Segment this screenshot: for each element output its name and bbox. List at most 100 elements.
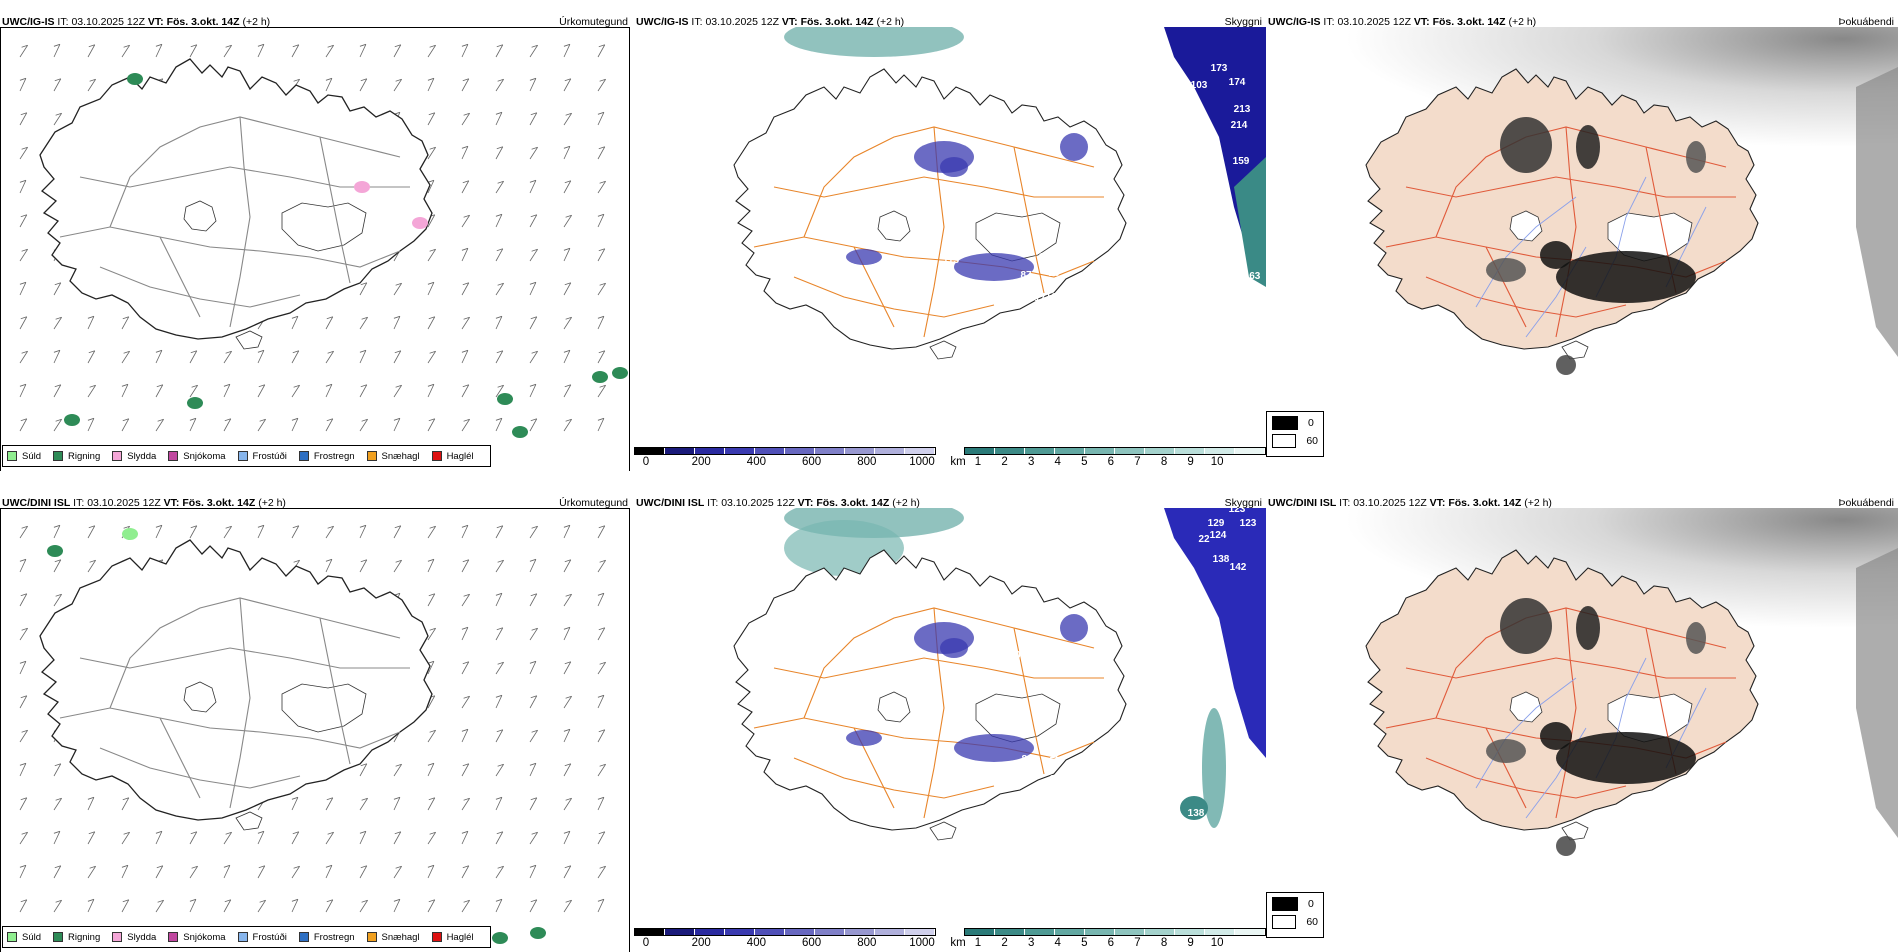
visibility-value-label: 12 [986,194,998,205]
visibility-value-label: 115 [1054,309,1071,320]
fog-map[interactable] [1266,27,1898,443]
visibility-value-label: 22 [1198,534,1210,545]
colorbar-tick: 10 [1210,456,1224,468]
visibility-value-label: 13 [878,720,890,731]
legend-label: Rigning [68,931,101,943]
colorbar-unit: km [950,456,966,468]
panel-title: Úrkomutegund [559,16,628,28]
fog-legend: 0 60 [1266,892,1324,938]
precip-map[interactable] [0,27,632,471]
fog-legend-item: 0 [1272,897,1318,911]
legend-item: Slydda [112,932,156,943]
visibility-value-label: 39 [1225,740,1237,751]
colorbar-tick: 9 [1187,937,1194,949]
visibility-colorbar-m: m02004006008001000 [634,928,936,952]
legend-label: Snæhagl [381,450,420,462]
panel-title: Þokuábendi [1838,16,1894,28]
fog-legend-swatch [1272,897,1298,911]
fog-legend-item: 60 [1272,434,1318,448]
legend-label: Súld [22,931,42,943]
legend-item: Snæhagl [366,450,420,462]
fog-legend-label: 0 [1308,417,1314,429]
visibility-value-label: 10 [1048,268,1060,279]
colorbar-tick: 800 [857,456,877,468]
visibility-value-label: 13 [1088,305,1100,316]
panel-title: Skyggni [1224,497,1262,509]
fog-legend: 0 60 [1266,411,1324,457]
legend-item: Frostúði [237,451,287,462]
colorbar-tick: 2 [1001,456,1008,468]
visibility-value-label: 174 [1229,77,1246,88]
panel-header: UWC/DINI ISL IT: 03.10.2025 12Z VT: Fös.… [2,497,286,509]
colorbar-tick: 7 [1134,937,1141,949]
legend-swatch [112,932,123,942]
precip-map[interactable] [0,508,632,952]
colorbar-tick: 3 [1027,937,1035,949]
colorbar-unit: km [950,937,966,949]
colorbar-tick: 600 [802,456,822,468]
panel-title: Skyggni [1224,16,1262,28]
legend-item: Snæhagl [366,931,420,943]
colorbar-tick: 9 [1187,456,1194,468]
colorbar-tick: 8 [1160,937,1168,949]
colorbar-tick: 3 [1027,456,1035,468]
legend-item: Haglél [431,450,474,462]
visibility-value-label: 123 [1229,508,1246,515]
visibility-value-label: 12 [1049,750,1061,761]
panel-title: Úrkomutegund [559,497,628,509]
visibility-value-label: 87 [1020,270,1032,281]
colorbar-tick: 6 [1107,456,1115,468]
colorbar-tick: 400 [746,937,766,949]
fog-panel: UWC/IG-IS IT: 03.10.2025 12Z VT: Fös. 3.… [1266,11,1898,471]
colorbar-bands [634,928,936,936]
visibility-value-label: 13 [1090,295,1102,306]
visibility-value-label: 103 [1191,80,1208,91]
legend-item: Snjókoma [168,932,226,943]
legend-label: Slydda [127,931,157,943]
visibility-colorbar-km: km 1 2 3 4 5 6 7 8 9 10 [950,447,1266,471]
visibility-value-label: 129 [1208,518,1225,529]
precip-type-panel: UWC/IG-IS IT: 03.10.2025 12Z VT: Fös. 3.… [0,11,632,471]
colorbar-bands [964,447,1266,455]
legend-item: Rigning [53,451,100,462]
colorbar-bands [634,447,936,455]
visibility-value-label: 124 [1210,530,1227,541]
legend-label: Haglél [446,931,474,943]
colorbar-tick: 1 [974,937,982,949]
visibility-value-label: 115 [943,255,960,266]
fog-map[interactable] [1266,508,1898,924]
legend-swatch [7,932,17,942]
visibility-colorbar-m: m02004006008001000 [634,447,936,471]
colorbar-tick: 7 [1134,456,1141,468]
colorbar-tick: 1 [974,456,982,468]
colorbar-tick: 1000 [909,937,935,949]
fog-legend-item: 60 [1272,915,1318,929]
legend-item: Súld [7,932,41,943]
legend-swatch [431,932,442,942]
visibility-value-label: 163 [1244,271,1261,282]
visibility-value-label: 17 [1088,768,1100,779]
legend-label: Slydda [127,450,157,462]
visibility-value-label: 84 [1021,754,1033,765]
visibility-value-label: 138 [1213,554,1230,565]
visibility-value-label: 159 [1233,156,1250,167]
legend-label: Frostregn [313,450,355,462]
legend-item: Snjókoma [168,450,226,462]
visibility-value-label: 17 [1034,293,1046,304]
legend-label: Snæhagl [381,931,420,943]
fog-legend-item: 0 [1272,416,1318,430]
legend-label: Haglél [446,450,474,462]
visibility-value-label: 19 [1088,135,1100,146]
panel-header: UWC/IG-IS IT: 03.10.2025 12Z VT: Fös. 3.… [636,16,905,28]
legend-label: Snjókoma [183,450,226,462]
legend-swatch [168,451,179,461]
panel-header: UWC/IG-IS IT: 03.10.2025 12Z VT: Fös. 3.… [1268,16,1537,28]
legend-swatch [168,932,179,942]
legend-label: Rigning [68,450,101,462]
legend-item: Slydda [112,451,156,462]
fog-panel: UWC/DINI ISL IT: 03.10.2025 12Z VT: Fös.… [1266,492,1898,952]
fog-legend-label: 60 [1306,435,1318,447]
legend-item: Frostregn [298,932,355,943]
